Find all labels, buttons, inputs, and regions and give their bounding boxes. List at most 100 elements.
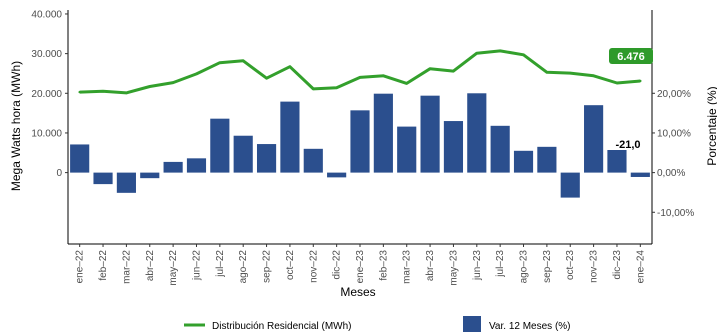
left-tick-label: 20.000 xyxy=(31,89,62,100)
line-point-jun–22 xyxy=(195,72,198,76)
last-line-value-badge xyxy=(609,48,653,64)
line-point-sep–23 xyxy=(545,71,549,74)
legend-line-label: Distribución Residencial (MWh) xyxy=(212,321,351,332)
line-point-ago–23 xyxy=(522,53,525,57)
x-tick-label: jun–22 xyxy=(191,250,202,281)
x-tick-label: nov–22 xyxy=(308,250,319,283)
left-tick-label: 10.000 xyxy=(31,128,62,139)
x-tick-label: abr–23 xyxy=(425,250,436,282)
bar-jul–23 xyxy=(490,125,510,173)
right-axis-title: Porcentaje (%) xyxy=(705,86,717,165)
bar-series xyxy=(70,93,650,198)
bar-feb–23 xyxy=(373,93,393,173)
left-axis-title: Mega Watts hora (MWh) xyxy=(9,61,23,191)
bar-ene–24 xyxy=(630,172,650,177)
bar-jun–23 xyxy=(467,93,487,173)
line-point-abr–22 xyxy=(148,85,151,88)
x-tick-label: mar–23 xyxy=(402,250,413,284)
bar-mar–23 xyxy=(397,126,417,173)
x-tick-label: ene–24 xyxy=(635,250,646,284)
line-point-ene–22 xyxy=(78,90,81,94)
bar-abr–22 xyxy=(140,172,160,179)
bar-abr–23 xyxy=(420,95,440,173)
bar-sep–23 xyxy=(537,146,557,173)
right-tick-label: 20,00% xyxy=(657,89,691,100)
bar-ene–23 xyxy=(350,110,370,173)
legend: Distribución Residencial (MWh) Var. 12 M… xyxy=(184,316,571,332)
bar-sep–22 xyxy=(256,144,277,173)
line-point-feb–23 xyxy=(382,74,385,78)
x-tick-label: may–23 xyxy=(448,250,459,286)
x-tick-label: dic–23 xyxy=(612,250,623,280)
bar-dic–22 xyxy=(327,172,347,178)
line-point-ago–22 xyxy=(242,59,245,62)
line-point-oct–22 xyxy=(288,65,292,68)
x-tick-label: ene–22 xyxy=(75,250,86,284)
line-point-dic–23 xyxy=(615,81,619,85)
line-point-nov–22 xyxy=(312,87,315,91)
last-line-value-label: 6.476 xyxy=(617,51,645,63)
line-point-mar–23 xyxy=(405,82,408,85)
legend-bar-swatch xyxy=(463,316,481,332)
right-tick-label: 0,00% xyxy=(657,168,685,179)
left-y-axis: 0 10.000 20.000 30.000 40.000 xyxy=(31,9,69,244)
line-point-may–23 xyxy=(452,69,455,73)
line-point-oct–23 xyxy=(569,71,572,75)
x-tick-label: mar–22 xyxy=(121,250,132,284)
right-tick-label: 10,00% xyxy=(657,128,691,139)
x-tick-label: ago–22 xyxy=(238,250,249,284)
x-tick-label: may–22 xyxy=(168,250,179,286)
bar-nov–23 xyxy=(584,105,604,173)
x-tick-label: feb–23 xyxy=(378,250,389,281)
line-point-ene–23 xyxy=(358,76,362,79)
line-point-jun–23 xyxy=(475,52,478,55)
x-tick-label: sep–23 xyxy=(542,250,553,283)
x-tick-label: abr–22 xyxy=(145,250,156,282)
bar-ago–22 xyxy=(233,135,253,173)
line-point-feb–22 xyxy=(101,90,105,93)
right-y-axis: -10,00% 0,00% 10,00% 20,00% xyxy=(651,10,694,244)
x-axis-title: Meses xyxy=(340,285,375,299)
line-point-jul–23 xyxy=(498,49,502,53)
bar-oct–22 xyxy=(280,101,300,173)
bar-jun–22 xyxy=(186,158,207,173)
line-series xyxy=(78,49,642,95)
x-tick-label: sep–22 xyxy=(262,250,273,283)
x-tick-label: oct–23 xyxy=(565,250,576,280)
x-tick-label: jun–23 xyxy=(472,250,483,281)
x-tick-label: feb–22 xyxy=(98,250,109,281)
bar-oct–23 xyxy=(560,172,580,198)
bar-ago–23 xyxy=(513,150,534,173)
bar-ene–22 xyxy=(70,144,90,173)
bar-jul–22 xyxy=(210,118,230,173)
bar-feb–22 xyxy=(93,172,113,185)
left-tick-label: 0 xyxy=(56,168,62,179)
line-point-sep–22 xyxy=(265,77,268,80)
legend-bar-label: Var. 12 Meses (%) xyxy=(489,321,571,332)
value-callouts: 6.476 -21,0 xyxy=(609,48,653,151)
x-axis: ene–22 feb–22 mar–22 abr–22 may–22 jun–22 jul–… xyxy=(68,243,652,286)
x-tick-label: ago–23 xyxy=(519,250,530,284)
line-point-mar–22 xyxy=(125,91,128,95)
bar-mar–22 xyxy=(116,172,136,193)
line-point-jul–22 xyxy=(218,61,222,64)
x-tick-label: nov–23 xyxy=(589,250,600,283)
bar-may–23 xyxy=(443,121,464,173)
left-tick-label: 40.000 xyxy=(31,9,62,20)
line-point-may–22 xyxy=(171,81,175,84)
bar-nov–22 xyxy=(303,148,323,173)
bar-may–22 xyxy=(163,161,183,173)
line-path xyxy=(79,49,641,95)
right-tick-label: -10,00% xyxy=(657,208,694,219)
x-tick-label: jul–22 xyxy=(215,250,226,278)
x-tick-label: oct–22 xyxy=(285,250,296,280)
last-bar-value-label: -21,0 xyxy=(615,139,640,151)
line-point-abr–23 xyxy=(428,67,432,70)
x-tick-label: dic–22 xyxy=(332,250,343,280)
x-tick-label: jul–23 xyxy=(495,250,506,278)
bar-dic–23 xyxy=(607,150,627,173)
line-point-nov–23 xyxy=(592,74,595,78)
left-tick-label: 30.000 xyxy=(31,49,62,60)
x-tick-label: ene–23 xyxy=(355,250,366,284)
